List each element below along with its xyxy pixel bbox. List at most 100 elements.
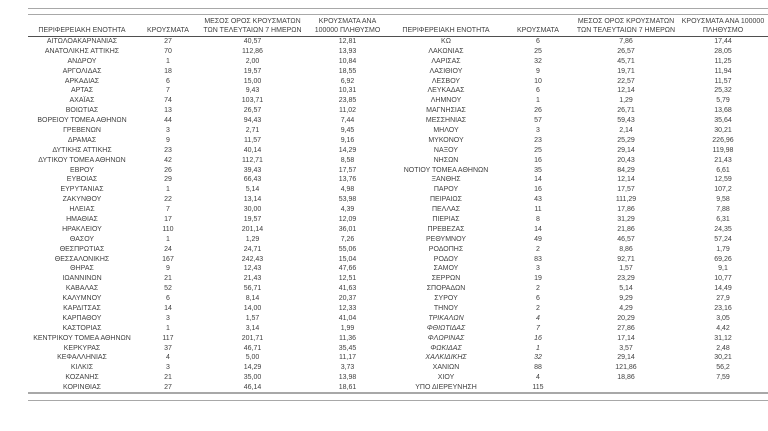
header-avg7day-right: ΜΕΣΟΣ ΟΡΟΣ ΚΡΟΥΣΜΑΤΩΝ ΤΩΝ ΤΕΛΕΥΤΑΙΩΝ 7 Η…: [574, 14, 678, 38]
table-row: ΚΙΛΚΙΣ 3 14,29 3,73 ΧΑΝΙΩΝ 88 121,86 56,2: [28, 363, 768, 373]
cell-avg: 8,86: [619, 245, 633, 253]
header-per100k-right: ΚΡΟΥΣΜΑΤΑ ΑΝΑ 100000 ΠΛΗΘΥΣΜΟ: [678, 14, 768, 38]
cell-region: ΘΑΣΟΥ: [69, 235, 95, 243]
cell-cases: 8: [536, 215, 540, 223]
cell-cases: 6: [536, 295, 540, 303]
table-row: ΚΟΖΑΝΗΣ 21 35,00 13,98 ΧΙΟΥ 4 18,86 7,59: [28, 373, 768, 383]
cell-cases: 35: [534, 166, 542, 174]
cell-region: ΑΡΚΑΔΙΑΣ: [64, 77, 100, 85]
header-cases-right: ΚΡΟΥΣΜΑΤΑ: [502, 14, 574, 38]
cell-per100k: 25,32: [714, 87, 732, 95]
table-body: ΑΙΤΩΛΟΑΚΑΡΝΑΝΙΑΣ 27 40,57 12,81 ΚΩ 6 7,86 17,44…: [28, 37, 768, 394]
cell-region: ΒΟΡΕΙΟΥ ΤΟΜΕΑ ΑΘΗΝΩΝ: [37, 117, 127, 125]
cell-per100k: 12,09: [338, 215, 357, 223]
cell-region: ΧΑΝΙΩΝ: [432, 364, 460, 372]
cell-cases: 14: [534, 176, 542, 184]
table-row: ΚΑΛΥΜΝΟΥ 6 8,14 20,37 ΣΥΡΟΥ 6 9,29 27,9: [28, 294, 768, 304]
table-row: ΚΕΦΑΛΛΗΝΙΑΣ 4 5,00 11,17 ΧΑΛΚΙΔΙΚΗΣ 32 29,14 30…: [28, 353, 768, 363]
regional-cases-table: ΠΕΡΙΦΕΡΕΙΑΚΗ ΕΝΟΤΗΤΑ ΚΡΟΥΣΜΑΤΑ ΜΕΣΟΣ ΟΡΟ…: [28, 14, 768, 395]
cell-region: ΑΝΔΡΟΥ: [67, 57, 97, 65]
cell-per100k: 14,29: [338, 146, 357, 154]
cell-region: ΗΛΕΙΑΣ: [69, 206, 95, 214]
cell-cases: 9: [166, 136, 170, 144]
cell-per100k: 6,61: [716, 166, 730, 174]
cell-region: ΚΑΛΥΜΝΟΥ: [62, 295, 102, 303]
cell-region: ΚΟΖΑΝΗΣ: [65, 374, 99, 382]
cell-per100k: 1,99: [340, 324, 355, 332]
cell-avg: 26,57: [243, 107, 262, 115]
cell-avg: 12,14: [617, 176, 635, 184]
cell-avg: 7,86: [619, 38, 633, 46]
cell-avg: 8,14: [245, 295, 260, 303]
cell-avg: 22,57: [617, 77, 635, 85]
cell-cases: 115: [532, 383, 544, 391]
cell-avg: 121,86: [615, 364, 637, 372]
cell-region: ΚΑΡΔΙΤΣΑΣ: [63, 304, 101, 312]
cell-per100k: 23,16: [714, 304, 732, 312]
cell-cases: 3: [536, 126, 540, 134]
cell-cases: 1: [166, 324, 170, 332]
cell-region: ΑΝΑΤΟΛΙΚΗΣ ΑΤΤΙΚΗΣ: [44, 47, 120, 55]
table-header: ΠΕΡΙΦΕΡΕΙΑΚΗ ΕΝΟΤΗΤΑ ΚΡΟΥΣΜΑΤΑ ΜΕΣΟΣ ΟΡΟ…: [28, 14, 768, 38]
cell-per100k: 41,63: [338, 285, 357, 293]
table-row: ΚΑΡΠΑΘΟΥ 3 1,57 41,04 ΤΡΙΚΑΛΩΝ 4 20,29 3,05: [28, 314, 768, 324]
cell-region: ΚΑΣΤΟΡΙΑΣ: [62, 324, 102, 332]
cell-avg: 39,43: [243, 166, 262, 174]
cell-cases: 13: [164, 107, 172, 115]
table-row: ΗΡΑΚΛΕΙΟΥ 110 201,14 36,01 ΠΡΕΒΕΖΑΣ 14 21,86 24…: [28, 225, 768, 235]
cell-region: ΛΑΡΙΣΑΣ: [431, 57, 461, 65]
cell-avg: 46,14: [243, 383, 262, 391]
cell-cases: 9: [536, 67, 540, 75]
cell-cases: 32: [534, 354, 542, 362]
header-cases-left: ΚΡΟΥΣΜΑΤΑ: [136, 14, 200, 38]
cell-avg: 111,29: [615, 196, 637, 204]
cell-avg: 5,14: [619, 285, 633, 293]
cell-per100k: 14,49: [714, 285, 732, 293]
cell-cases: 7: [536, 324, 540, 332]
cell-avg: 21,86: [617, 225, 635, 233]
cell-cases: 4: [536, 374, 540, 382]
table-row: ΓΡΕΒΕΝΩΝ 3 2,71 9,45 ΜΗΛΟΥ 3 2,14 30,21: [28, 126, 768, 136]
table-row: ΑΧΑΪΑΣ 74 103,71 23,85 ΛΗΜΝΟΥ 1 1,29 5,79: [28, 96, 768, 106]
cell-cases: 25: [534, 47, 542, 55]
cell-region: ΔΥΤΙΚΗΣ ΑΤΤΙΚΗΣ: [52, 146, 112, 154]
cell-region: ΧΙΟΥ: [437, 374, 455, 382]
cell-avg: 14,00: [243, 304, 262, 312]
cell-avg: 242,43: [241, 255, 264, 263]
cell-avg: 29,14: [617, 146, 635, 154]
cell-region: ΦΘΙΩΤΙΔΑΣ: [426, 324, 466, 332]
table-row: ΚΕΝΤΡΙΚΟΥ ΤΟΜΕΑ ΑΘΗΝΩΝ 117 201,71 11,36 ΦΛΩΡ…: [28, 333, 768, 343]
cell-cases: 18: [164, 67, 172, 75]
cell-region: ΚΑΒΑΛΑΣ: [65, 285, 99, 293]
cell-region: ΤΗΝΟΥ: [433, 304, 459, 312]
cell-per100k: 6,92: [340, 77, 355, 85]
cell-cases: 117: [162, 334, 174, 342]
table-row: ΑΡΚΑΔΙΑΣ 6 15,00 6,92 ΛΕΣΒΟΥ 10 22,57 11,57: [28, 76, 768, 86]
cell-avg: 59,43: [617, 117, 635, 125]
cell-avg: 19,57: [243, 67, 262, 75]
cell-per100k: 10,31: [338, 87, 357, 95]
cell-region: ΦΩΚΙΔΑΣ: [430, 344, 462, 352]
cell-region: ΜΕΣΣΗΝΙΑΣ: [425, 117, 467, 125]
cell-per100k: 12,51: [338, 275, 357, 283]
cell-per100k: 12,33: [338, 304, 357, 312]
cell-per100k: 3,73: [340, 364, 355, 372]
cell-cases: 3: [166, 364, 170, 372]
table-row: ΔΡΑΜΑΣ 9 11,57 9,16 ΜΥΚΟΝΟΥ 23 25,29 226,96: [28, 136, 768, 146]
cell-per100k: 20,37: [338, 295, 357, 303]
cell-cases: 26: [164, 166, 172, 174]
cell-per100k: 11,25: [714, 57, 732, 65]
cell-cases: 1: [536, 344, 540, 352]
cell-cases: 16: [534, 334, 542, 342]
table-row: ΘΑΣΟΥ 1 1,29 7,26 ΡΕΘΥΜΝΟΥ 49 46,57 57,24: [28, 235, 768, 245]
cell-region: ΚΕΝΤΡΙΚΟΥ ΤΟΜΕΑ ΑΘΗΝΩΝ: [33, 334, 131, 342]
cell-cases: 83: [534, 255, 542, 263]
cell-region: ΙΩΑΝΝΙΝΩΝ: [62, 275, 102, 283]
cell-per100k: 6,31: [716, 215, 730, 223]
cell-cases: 7: [166, 206, 170, 214]
cell-avg: 2,00: [245, 57, 260, 65]
cell-per100k: 11,17: [339, 354, 356, 362]
cell-per100k: 18,61: [338, 383, 357, 391]
cell-per100k: 13,76: [338, 176, 357, 184]
